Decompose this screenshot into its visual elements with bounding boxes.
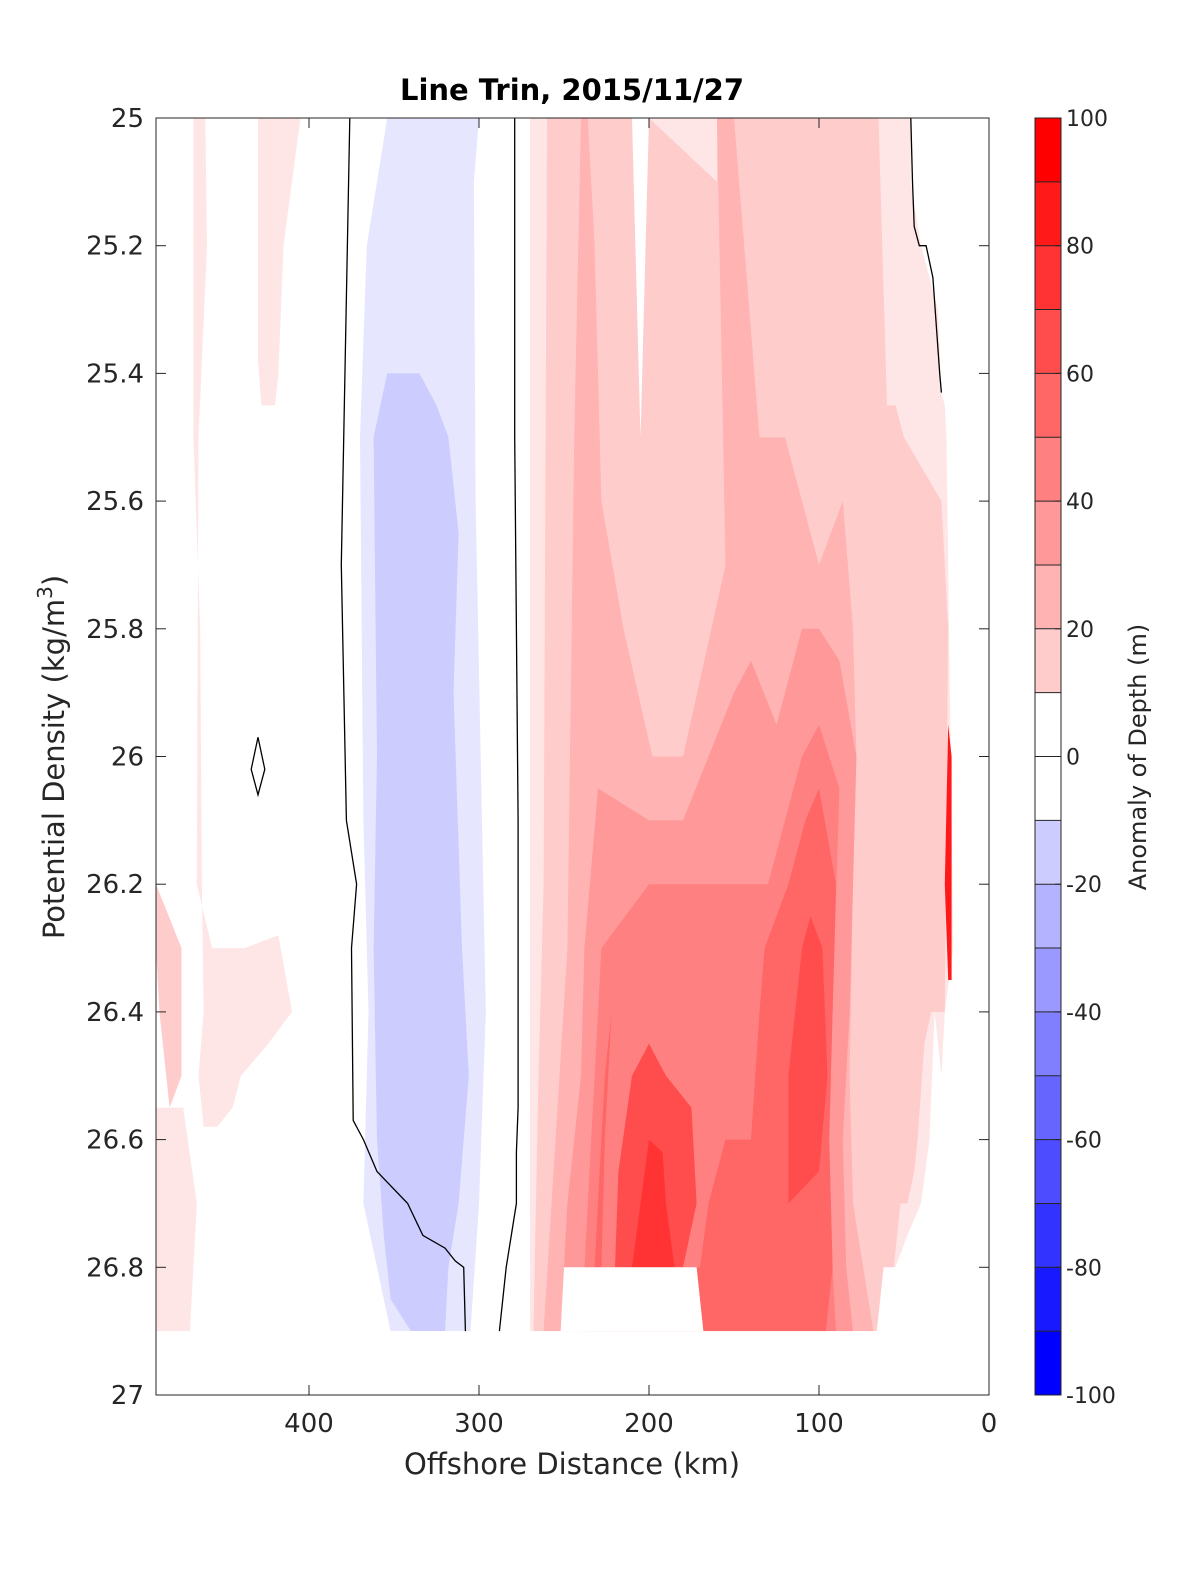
y-axis-label: Potential Density (kg/m3) [33,575,71,939]
colorbar-band-8 [1035,628,1061,693]
colorbar-band-15 [1035,1075,1061,1140]
x-tick-label-0: 400 [284,1409,334,1439]
colorbar-band-10 [1035,756,1061,821]
colorbar-band-13 [1035,948,1061,1012]
colorbar-band-12 [1035,884,1061,949]
colorbar-band-4 [1035,373,1061,438]
y-tick-label-5: 26 [111,743,144,773]
colorbar-tick-label-6: -20 [1066,873,1102,898]
colorbar-band-0 [1035,118,1061,182]
colorbar-band-16 [1035,1139,1061,1204]
colorbar-tick-label-3: 40 [1066,490,1094,515]
zero-contour-line-1 [498,118,519,1332]
colorbar-bands [1035,117,1061,1395]
y-axis-ticks: 25 25.2 25.4 25.6 25.8 26 26.2 26.4 26.6 26.8 27 [86,104,989,1411]
zero-contour-line-3 [250,737,266,798]
colorbar-ticks: 100 80 60 40 20 0 -20 -40 -60 -80 -100 [1055,107,1116,1409]
filled-region-16 [560,1267,704,1332]
colorbar-tick-label-8: -60 [1066,1129,1102,1154]
y-axis-label-close: ) [37,575,71,586]
x-tick-label-4: 0 [981,1409,998,1439]
colorbar-band-18 [1035,1267,1061,1332]
x-axis-label: Offshore Distance (km) [404,1447,740,1481]
colorbar-band-17 [1035,1203,1061,1268]
colorbar: 100 80 60 40 20 0 -20 -40 -60 -80 -100 Anomaly of … [1034,107,1152,1409]
plot-area: 400 300 200 100 0 25 25.2 25.4 25.6 25.8 26 26.2 26… [86,104,997,1439]
colorbar-tick-label-4: 20 [1066,618,1094,643]
filled-region-2 [258,118,318,406]
colorbar-tick-label-5: 0 [1066,746,1080,771]
filled-region-13 [944,724,952,980]
colorbar-band-11 [1035,820,1061,885]
colorbar-band-3 [1035,309,1061,374]
colorbar-band-6 [1035,501,1061,565]
colorbar-tick-label-10: -100 [1066,1384,1116,1409]
filled-region-4 [156,118,182,1108]
y-tick-label-6: 26.2 [86,870,144,900]
zero-contour-line-0 [340,118,467,1332]
filled-contours [156,118,989,1395]
y-tick-label-7: 26.4 [86,998,144,1028]
colorbar-band-7 [1035,564,1061,629]
colorbar-tick-label-0: 100 [1066,107,1108,132]
y-tick-label-4: 25.8 [86,615,144,645]
filled-region-18 [876,1267,962,1332]
filled-region-15 [373,373,469,1332]
colorbar-tick-label-2: 60 [1066,362,1094,387]
filled-region-11 [788,916,828,1204]
colorbar-band-19 [1035,1331,1061,1395]
filled-region-17 [156,1331,989,1395]
x-axis-ticks: 400 300 200 100 0 [284,118,997,1439]
filled-region-12 [632,1139,675,1268]
filled-region-19 [632,118,649,438]
colorbar-label: Anomaly of Depth (m) [1124,624,1152,891]
zero-contour-line-2 [910,118,943,393]
colorbar-tick-label-9: -80 [1066,1256,1102,1281]
colorbar-band-14 [1035,1011,1061,1076]
zero-contours [250,118,943,1332]
filled-region-0 [156,118,197,1332]
x-tick-label-1: 300 [454,1409,504,1439]
colorbar-tick-label-7: -40 [1066,1001,1102,1026]
colorbar-band-9 [1035,692,1061,757]
colorbar-band-5 [1035,437,1061,502]
x-tick-label-3: 100 [794,1409,844,1439]
colorbar-tick-label-1: 80 [1066,235,1094,260]
y-tick-label-2: 25.4 [86,359,144,389]
filled-region-9 [594,788,836,1332]
y-axis-label-sup: 3 [33,586,57,599]
y-tick-label-3: 25.6 [86,487,144,517]
chart-title: Line Trin, 2015/11/27 [400,73,744,107]
y-tick-label-9: 26.8 [86,1253,144,1283]
colorbar-band-2 [1035,245,1061,310]
y-tick-label-1: 25.2 [86,232,144,262]
y-tick-label-0: 25 [111,104,144,134]
x-tick-label-2: 200 [624,1409,674,1439]
colorbar-band-1 [1035,181,1061,246]
y-axis-label-main: Potential Density (kg/m [37,599,71,939]
filled-region-1 [193,118,292,1127]
y-tick-label-8: 26.6 [86,1126,144,1156]
y-tick-label-10: 27 [111,1381,144,1411]
